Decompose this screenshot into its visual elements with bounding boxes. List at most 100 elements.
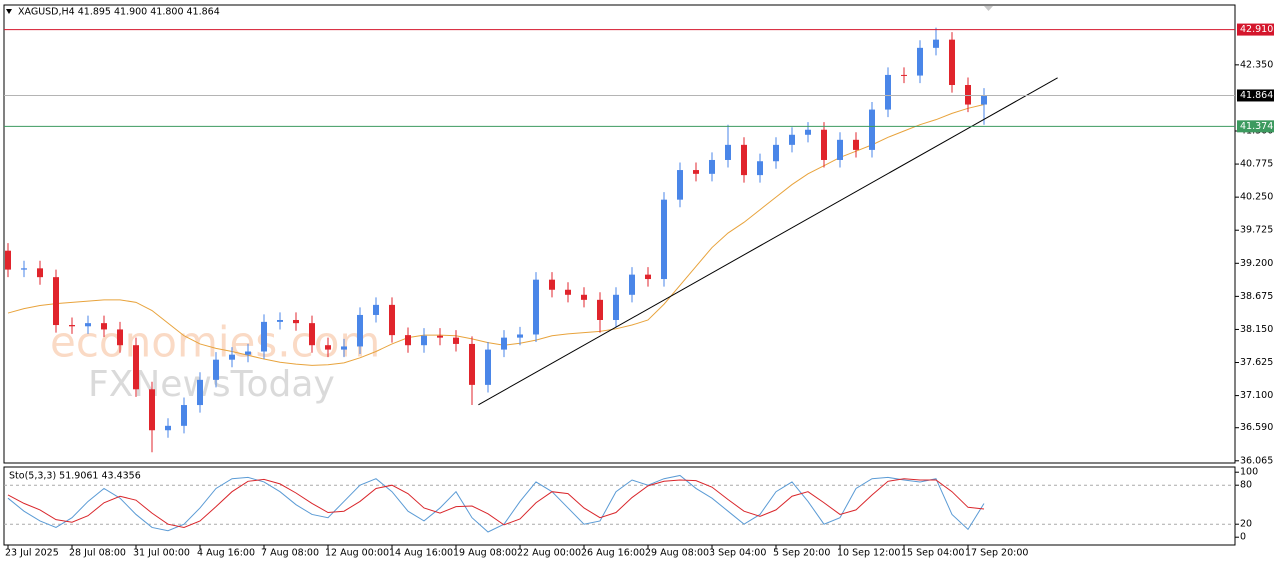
price-level-box xyxy=(1237,23,1274,36)
candle-body xyxy=(565,289,571,295)
candle-body xyxy=(741,144,747,176)
candle-body xyxy=(197,379,203,406)
candle-body xyxy=(53,277,59,326)
candle-body xyxy=(645,274,651,280)
candle-body xyxy=(629,274,635,295)
candle-body xyxy=(421,335,427,346)
y-tick-label: 37.100 xyxy=(1240,390,1273,401)
candle-body xyxy=(5,250,11,270)
oscillator-line xyxy=(7,474,985,533)
candle-body xyxy=(581,294,587,300)
y-tick-label: 42.350 xyxy=(1240,59,1273,70)
oscillator-title: Sto(5,3,3) 51.9061 43.4356 xyxy=(9,471,141,482)
x-tick-label: 10 Sep 12:00 xyxy=(837,548,900,559)
candle-body xyxy=(981,95,987,105)
menu-arrow[interactable] xyxy=(6,9,12,14)
candle-body xyxy=(229,354,235,360)
candle-body xyxy=(597,299,603,320)
price-level-label: 41.374 xyxy=(1240,121,1273,132)
candle-body xyxy=(261,321,267,352)
candle-body xyxy=(725,144,731,160)
candle-body xyxy=(245,351,251,355)
candle-body xyxy=(773,144,779,162)
candle-body xyxy=(869,109,875,150)
candle-body xyxy=(101,323,107,330)
oscillator-panel xyxy=(3,466,1236,546)
candle-body xyxy=(965,85,971,105)
x-tick-label: 19 Aug 08:00 xyxy=(453,548,517,559)
price-level-label: 41.864 xyxy=(1240,90,1273,101)
price-panel xyxy=(3,4,1236,464)
candle-body xyxy=(533,279,539,335)
candle-body xyxy=(405,335,411,346)
candle-body xyxy=(149,389,155,431)
price-level-label: 42.910 xyxy=(1240,24,1273,35)
x-tick-label: 26 Aug 16:00 xyxy=(581,548,645,559)
candle-body xyxy=(85,323,91,327)
candle-body xyxy=(757,161,763,176)
y-tick-label: 36.065 xyxy=(1240,455,1273,466)
candle-body xyxy=(213,359,219,380)
x-tick-label: 5 Sep 20:00 xyxy=(773,548,830,559)
y-tick-label: 39.200 xyxy=(1240,258,1273,269)
candle-body xyxy=(917,47,923,76)
candle-body xyxy=(181,405,187,426)
candle-body xyxy=(37,268,43,278)
candle-body xyxy=(389,304,395,336)
x-tick-label: 15 Sep 04:00 xyxy=(901,548,964,559)
candle-body xyxy=(117,329,123,346)
x-tick-label: 7 Aug 08:00 xyxy=(261,548,319,559)
candle-body xyxy=(549,279,555,290)
x-tick-label: 22 Aug 00:00 xyxy=(517,548,581,559)
candle-body xyxy=(693,170,699,174)
candle-body xyxy=(325,345,331,350)
candle-body xyxy=(437,335,443,338)
candle-body xyxy=(677,170,683,200)
y-tick-label: 37.625 xyxy=(1240,357,1273,368)
x-tick-label: 29 Aug 08:00 xyxy=(645,548,709,559)
x-tick-label: 17 Sep 20:00 xyxy=(965,548,1028,559)
candle-body xyxy=(309,323,315,346)
candle-body xyxy=(837,139,843,160)
x-tick-label: 12 Aug 00:00 xyxy=(325,548,389,559)
x-tick-label: 3 Sep 04:00 xyxy=(709,548,766,559)
y-tick-label: 20 xyxy=(1240,519,1252,530)
y-tick-label: 39.725 xyxy=(1240,225,1273,236)
moving-average xyxy=(7,104,985,366)
candle-body xyxy=(69,325,75,327)
candle-body xyxy=(341,346,347,350)
y-tick-label: 100 xyxy=(1240,467,1258,478)
candle-body xyxy=(661,199,667,280)
candle-body xyxy=(901,74,907,76)
candle-body xyxy=(805,129,811,135)
candle-body xyxy=(21,268,27,270)
x-tick-label: 4 Aug 16:00 xyxy=(197,548,255,559)
watermark: FXNewsToday xyxy=(88,364,335,405)
candle-body xyxy=(501,337,507,350)
candle-body xyxy=(165,425,171,431)
y-tick-label: 80 xyxy=(1240,480,1252,491)
y-tick-label: 0 xyxy=(1240,532,1246,543)
candle-body xyxy=(373,304,379,315)
candle-body xyxy=(277,319,283,322)
y-tick-label: 38.675 xyxy=(1240,291,1273,302)
y-tick-label: 38.150 xyxy=(1240,324,1273,335)
candle-body xyxy=(821,129,827,160)
candle-body xyxy=(709,159,715,174)
y-tick-label: 36.590 xyxy=(1240,422,1273,433)
candle-body xyxy=(933,39,939,48)
x-tick-label: 23 Jul 2025 xyxy=(5,548,59,559)
candle-body xyxy=(453,337,459,344)
candle-body xyxy=(293,319,299,324)
candle-body xyxy=(485,349,491,385)
candle-body xyxy=(885,74,891,110)
price-level-box xyxy=(1237,89,1274,102)
y-tick-label: 40.775 xyxy=(1240,159,1273,170)
x-tick-label: 28 Jul 08:00 xyxy=(69,548,126,559)
x-tick-label: 31 Jul 00:00 xyxy=(133,548,190,559)
candle-body xyxy=(949,39,955,86)
shift-marker xyxy=(984,6,993,11)
price-level-box xyxy=(1237,120,1274,133)
candle-body xyxy=(133,345,139,390)
